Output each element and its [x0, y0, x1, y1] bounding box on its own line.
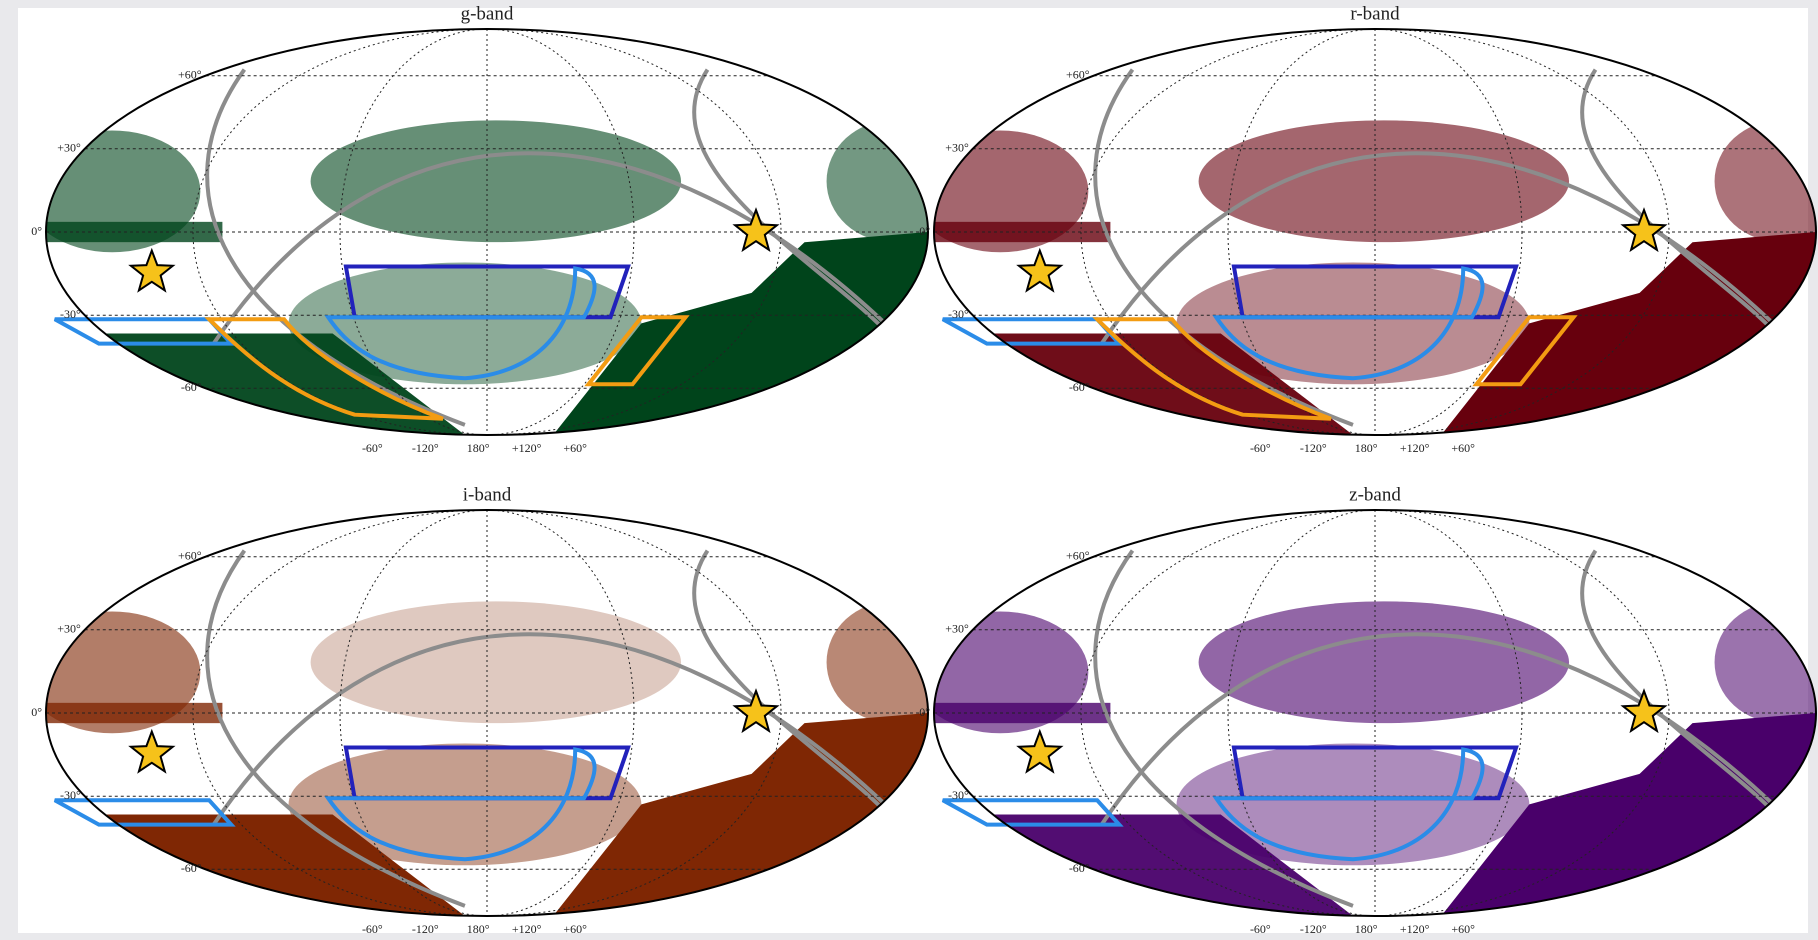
coverage-region	[311, 120, 681, 242]
longitude-label: -60°	[1250, 441, 1271, 455]
latitude-label: +60°	[178, 67, 202, 81]
latitude-label: +60°	[1066, 67, 1090, 81]
longitude-label: -120°	[1300, 441, 1327, 455]
latitude-label: -30°	[60, 788, 81, 802]
latitude-label: 0°	[919, 705, 930, 719]
longitude-label: +60°	[563, 922, 587, 936]
longitude-label: -120°	[412, 441, 439, 455]
panel-title: r-band	[1350, 3, 1400, 24]
longitude-label: +120°	[512, 922, 542, 936]
longitude-label: +120°	[1400, 922, 1430, 936]
latitude-label: +60°	[1066, 548, 1090, 562]
longitude-label: +60°	[563, 441, 587, 455]
coverage-region	[1199, 601, 1569, 723]
latitude-label: -30°	[948, 307, 969, 321]
latitude-label: +30°	[57, 622, 81, 636]
latitude-label: 0°	[919, 224, 930, 238]
figure: g-band +60° +30° 0° -30° -60° -60° -120° 180° +12…	[0, 0, 1818, 940]
longitude-label: +60°	[1451, 922, 1475, 936]
panel-title: z-band	[1349, 484, 1401, 505]
latitude-label: +30°	[57, 141, 81, 155]
longitude-label: -60°	[362, 922, 383, 936]
coverage-region	[1199, 120, 1569, 242]
longitude-label: -60°	[362, 441, 383, 455]
latitude-label: -60°	[1069, 380, 1090, 394]
latitude-label: +30°	[945, 622, 969, 636]
panel-title: g-band	[461, 3, 514, 24]
longitude-label: +60°	[1451, 441, 1475, 455]
latitude-label: +30°	[945, 141, 969, 155]
panel-title: i-band	[463, 484, 512, 505]
latitude-label: 0°	[31, 705, 42, 719]
longitude-label: -120°	[412, 922, 439, 936]
latitude-label: -60°	[181, 380, 202, 394]
longitude-label: 180°	[1355, 922, 1378, 936]
latitude-label: -30°	[948, 788, 969, 802]
figure-background	[18, 8, 1808, 933]
latitude-label: -30°	[60, 307, 81, 321]
latitude-label: +60°	[178, 548, 202, 562]
longitude-label: 180°	[467, 441, 490, 455]
coverage-region	[311, 601, 681, 723]
longitude-label: 180°	[1355, 441, 1378, 455]
latitude-label: 0°	[31, 224, 42, 238]
longitude-label: 180°	[467, 922, 490, 936]
longitude-label: -60°	[1250, 922, 1271, 936]
latitude-label: -60°	[181, 861, 202, 875]
longitude-label: -120°	[1300, 922, 1327, 936]
longitude-label: +120°	[512, 441, 542, 455]
longitude-label: +120°	[1400, 441, 1430, 455]
latitude-label: -60°	[1069, 861, 1090, 875]
